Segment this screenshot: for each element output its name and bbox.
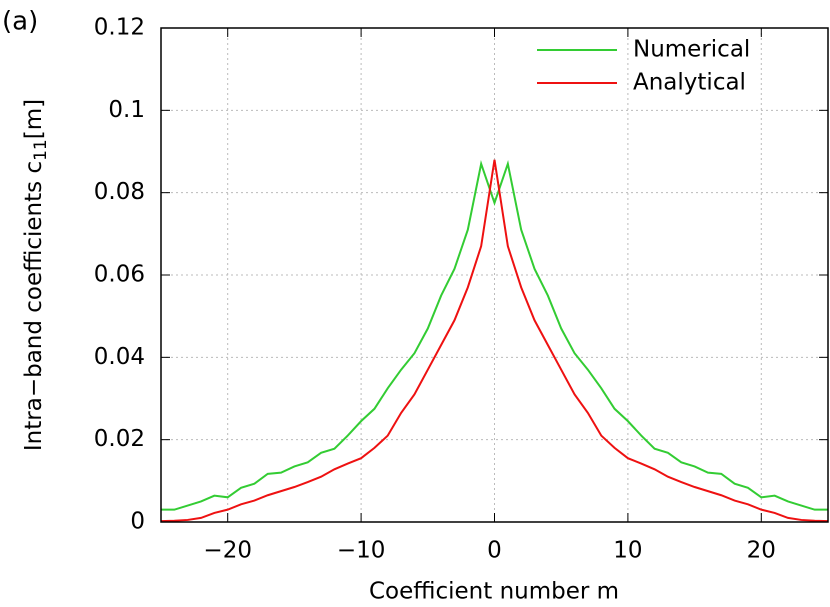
y-axis-label: Intra−band coefficients c11[m] <box>21 99 52 451</box>
y-tick-label: 0.1 <box>108 97 145 123</box>
plot-frame <box>160 27 829 523</box>
data-line <box>160 159 829 523</box>
x-tick-label: 20 <box>747 538 776 564</box>
y-tick-label: 0.08 <box>94 179 145 205</box>
y-axis-label-sub: 11 <box>31 139 51 161</box>
y-tick-label: 0.04 <box>94 344 145 370</box>
x-axis-label: Coefficient number m <box>369 579 619 605</box>
legend-label: Numerical <box>633 37 750 63</box>
x-tick-label: −10 <box>337 538 386 564</box>
x-tick-label: −20 <box>203 538 252 564</box>
y-tick-label: 0 <box>130 509 145 535</box>
panel-label: (a) <box>2 7 38 37</box>
y-axis-label-suffix: [m] <box>21 99 47 139</box>
x-tick-label: 10 <box>613 538 642 564</box>
x-tick-label: 0 <box>487 538 502 564</box>
y-tick-label: 0.12 <box>94 15 145 41</box>
y-tick-label: 0.06 <box>94 262 145 288</box>
legend-label: Analytical <box>633 70 746 96</box>
data-line <box>161 160 828 511</box>
y-axis-label-main: Intra−band coefficients c <box>21 161 47 451</box>
y-tick-label: 0.02 <box>94 426 145 452</box>
